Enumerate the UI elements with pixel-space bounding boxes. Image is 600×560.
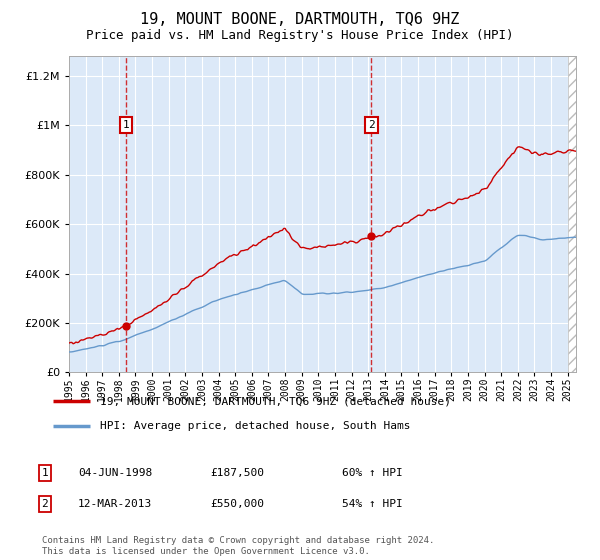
Text: 1: 1 (122, 120, 129, 130)
Text: £187,500: £187,500 (210, 468, 264, 478)
Text: 19, MOUNT BOONE, DARTMOUTH, TQ6 9HZ: 19, MOUNT BOONE, DARTMOUTH, TQ6 9HZ (140, 12, 460, 27)
Text: 1: 1 (41, 468, 49, 478)
Text: Contains HM Land Registry data © Crown copyright and database right 2024.
This d: Contains HM Land Registry data © Crown c… (42, 536, 434, 556)
Text: HPI: Average price, detached house, South Hams: HPI: Average price, detached house, Sout… (100, 421, 410, 431)
Text: 2: 2 (368, 120, 375, 130)
Text: 04-JUN-1998: 04-JUN-1998 (78, 468, 152, 478)
Text: 12-MAR-2013: 12-MAR-2013 (78, 499, 152, 509)
Bar (568, 56, 576, 372)
Text: 2: 2 (41, 499, 49, 509)
Text: 60% ↑ HPI: 60% ↑ HPI (342, 468, 403, 478)
Text: 19, MOUNT BOONE, DARTMOUTH, TQ6 9HZ (detached house): 19, MOUNT BOONE, DARTMOUTH, TQ6 9HZ (det… (100, 396, 451, 407)
Text: Price paid vs. HM Land Registry's House Price Index (HPI): Price paid vs. HM Land Registry's House … (86, 29, 514, 42)
Text: £550,000: £550,000 (210, 499, 264, 509)
Text: 54% ↑ HPI: 54% ↑ HPI (342, 499, 403, 509)
